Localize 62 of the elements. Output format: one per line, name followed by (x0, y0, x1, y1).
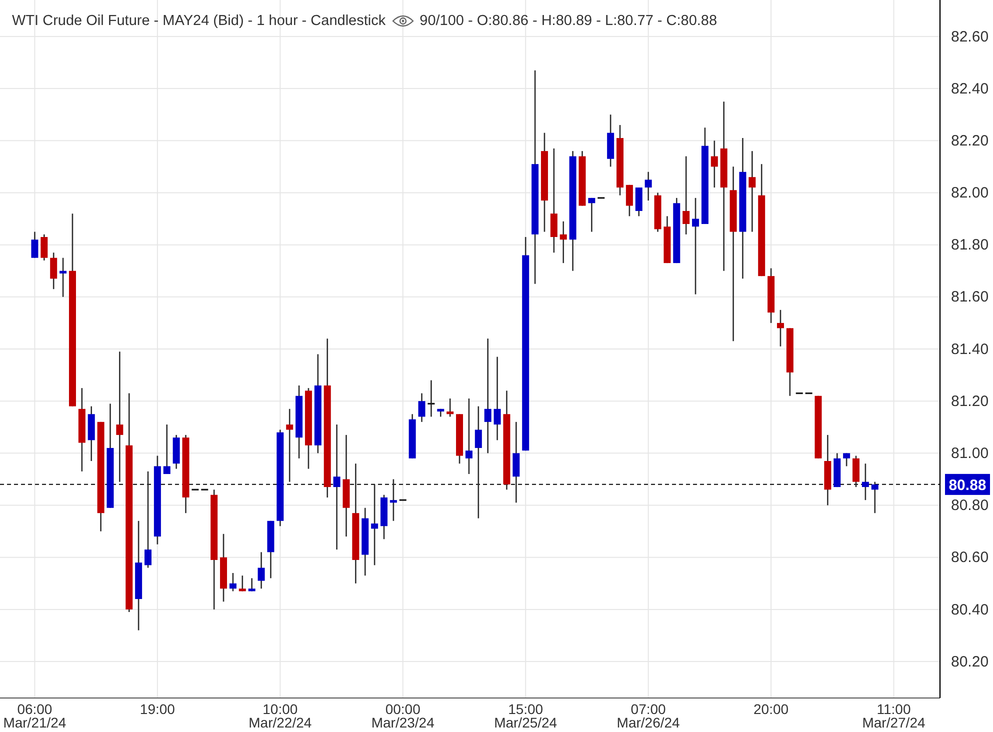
y2-tick-label: 80.60 (951, 549, 989, 566)
x-tick-label: 00:00 Mar/23/24 (371, 701, 435, 730)
ref-line-label: 80.88 (948, 476, 986, 494)
candlestick (560, 220, 567, 264)
candlestick (333, 424, 340, 550)
candlestick (474, 406, 482, 519)
candlestick (682, 156, 690, 236)
x-tick-label: 10:00 Mar/22/24 (248, 701, 312, 730)
candlestick (862, 462, 869, 501)
candlestick (286, 408, 294, 482)
x-tick-label: 15:00 Mar/25/24 (494, 701, 558, 730)
candlestick (390, 478, 397, 522)
text: WTI Crude Oil Future - MAY24 (Bid) - 1 hour - Candlestick (12, 13, 386, 29)
candlestick (748, 150, 756, 232)
candlestick (871, 481, 878, 514)
candlestick (371, 484, 378, 566)
y2-tick-label: 81.60 (951, 288, 989, 306)
x-tick-label: 06:00 Mar/21/24 (3, 701, 66, 730)
candlestick (50, 252, 58, 290)
text: 90/100 - O:80.86 - H:80.89 - L:80.77 - C:80.88 (420, 13, 718, 29)
x-tick-label: 11:00 Mar/27/24 (862, 701, 926, 730)
candlestick (60, 257, 67, 298)
candlestick (418, 392, 426, 423)
candlestick (692, 197, 700, 295)
x-tick-label: 07:00 Mar/26/24 (616, 701, 680, 730)
candlestick (635, 186, 642, 217)
y2-tick-label: 81.40 (951, 340, 989, 358)
candlestick (428, 380, 435, 418)
candlestick (144, 470, 152, 568)
candlestick (550, 148, 558, 254)
candlestick (484, 338, 492, 454)
candlestick (258, 552, 265, 590)
candlestick (446, 398, 454, 418)
candlestick (626, 184, 633, 217)
candlestick (494, 356, 501, 441)
candlestick (40, 234, 48, 262)
y2-tick-label: 81.20 (951, 392, 989, 410)
candlestick (163, 424, 170, 475)
candlestick (238, 574, 246, 592)
candlestick (116, 350, 124, 482)
y2-tick-label: 82.00 (951, 184, 989, 202)
candlestick (465, 398, 472, 475)
y2-tick-label: 82.60 (951, 28, 989, 46)
y2-tick-label: 80.40 (951, 601, 989, 618)
candlestick (852, 455, 860, 488)
candlestick (843, 452, 850, 467)
candlestick (588, 197, 596, 232)
x-tick-label: 19:00 (140, 701, 176, 717)
y2-tick-label: 81.80 (951, 236, 989, 254)
candlestick (512, 421, 520, 504)
candlestick (710, 140, 718, 188)
candlestick (31, 231, 38, 258)
y2-tick-label: 81.00 (951, 444, 989, 462)
y2-tick-label: 80.20 (951, 653, 989, 670)
candlestick (776, 309, 784, 348)
y2-tick-label: 82.40 (951, 80, 989, 98)
candlestick (644, 171, 652, 202)
x-tick-label: 20:00 (754, 701, 789, 717)
candlestick (248, 578, 256, 592)
y2-tick-label: 80.80 (951, 497, 989, 514)
candlestick (229, 572, 236, 592)
y2-tick-label: 82.20 (951, 132, 989, 150)
